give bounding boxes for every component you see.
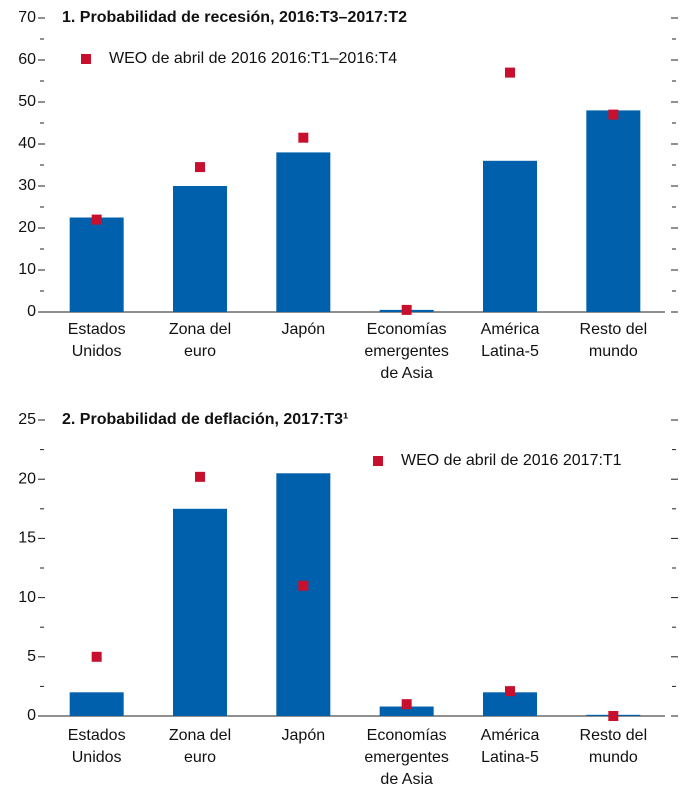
y-tick-label: 0 [27,303,36,320]
marker [195,162,205,173]
x-tick-label: Japón [282,321,326,338]
y-tick-label: 10 [18,261,36,278]
marker [608,711,619,721]
x-tick-label: Latina-5 [481,343,539,360]
x-tick-label: Unidos [72,749,122,766]
x-tick-label: Economías [367,727,447,744]
y-tick-label: 15 [18,530,36,547]
bar [276,152,331,312]
bar [379,706,434,716]
bar [276,473,331,716]
x-tick-label: de Asia [380,365,433,382]
chart-title: 2. Probabilidad de deflación, 2017:T3¹ [62,411,348,428]
marker [91,214,102,225]
y-tick-label: 10 [18,589,36,606]
x-tick-label: Zona del [169,727,231,744]
marker [91,651,102,662]
x-tick-label: América [481,321,540,338]
y-tick-label: 60 [18,51,36,68]
x-tick-label: Estados [68,321,126,338]
legend-label: WEO de abril de 2016 2016:T1–2016:T4 [109,50,397,67]
x-tick-label: Japón [282,727,326,744]
bar [69,217,124,312]
marker [505,686,515,697]
x-tick-label: Zona del [169,321,231,338]
y-tick-label: 20 [18,219,36,236]
y-tick-label: 0 [27,707,36,724]
x-tick-label: mundo [589,343,638,360]
marker [505,67,515,78]
marker [401,304,412,315]
y-tick-label: 5 [27,648,36,665]
legend-marker [373,456,383,466]
legend-marker [81,54,91,64]
x-tick-label: Economías [367,321,447,338]
bar [586,110,641,313]
legend-label: WEO de abril de 2016 2017:T1 [401,452,622,469]
x-tick-label: euro [184,343,216,360]
marker [401,699,412,710]
y-tick-label: 30 [18,177,36,194]
y-tick-label: 50 [18,93,36,110]
y-tick-label: 70 [18,9,36,26]
bar [69,692,124,716]
marker [298,580,309,591]
x-tick-label: Resto del [580,321,648,338]
y-tick-label: 20 [18,470,36,487]
x-tick-label: de Asia [380,771,433,788]
y-tick-label: 25 [18,411,36,428]
marker [195,471,205,482]
x-tick-label: Estados [68,727,126,744]
x-tick-label: Resto del [580,727,648,744]
x-tick-label: mundo [589,749,638,766]
bar [483,160,537,312]
marker [608,109,619,120]
chart-title: 1. Probabilidad de recesión, 2016:T3–201… [62,9,407,26]
marker [298,132,309,143]
bar [173,186,227,312]
x-tick-label: Latina-5 [481,749,539,766]
y-tick-label: 40 [18,135,36,152]
x-tick-label: Unidos [72,343,122,360]
x-tick-label: emergentes [364,749,449,766]
bar [483,692,537,716]
bar [173,508,227,716]
x-tick-label: euro [184,749,216,766]
x-tick-label: América [481,727,540,744]
x-tick-label: emergentes [364,343,449,360]
